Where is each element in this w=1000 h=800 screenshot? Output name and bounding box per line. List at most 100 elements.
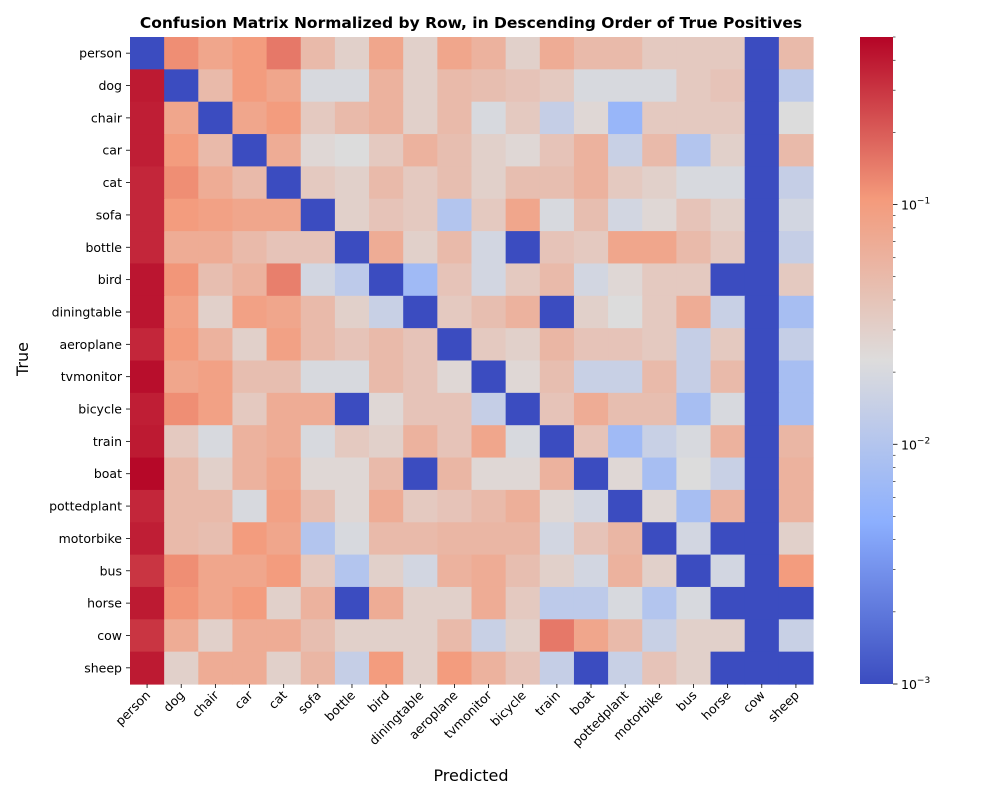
heatmap-cell [539, 166, 575, 200]
heatmap-cell [778, 360, 814, 394]
heatmap-cell [573, 522, 609, 556]
heatmap-cell [710, 392, 746, 426]
heatmap-cell [164, 619, 199, 653]
heatmap-cell [539, 554, 575, 588]
heatmap-cell [710, 101, 746, 135]
heatmap-cell [744, 231, 780, 265]
heatmap-cell [198, 231, 234, 265]
heatmap-cell [505, 198, 541, 232]
heatmap-cell [300, 619, 336, 653]
heatmap-cell [266, 392, 302, 426]
heatmap-cell [369, 295, 404, 329]
heatmap-cell [403, 651, 438, 685]
x-tick-label: person [112, 688, 153, 729]
heatmap-cell [573, 457, 609, 491]
heatmap-cell [198, 554, 234, 588]
y-axis-label: True [13, 342, 32, 377]
heatmap-cell [164, 554, 199, 588]
heatmap-cell [710, 198, 746, 232]
heatmap-cell [334, 425, 370, 459]
heatmap-cell [608, 198, 643, 232]
heatmap-cell [710, 651, 746, 685]
heatmap-cell [539, 522, 575, 556]
heatmap-cell [232, 166, 268, 200]
heatmap-cell [198, 198, 234, 232]
heatmap-cell [471, 360, 507, 394]
heatmap-cell [573, 328, 609, 362]
heatmap-cell [403, 328, 438, 362]
heatmap-cell [505, 425, 541, 459]
heatmap-cell [266, 198, 302, 232]
x-tick-label: sofa [295, 688, 324, 717]
heatmap-cell [334, 231, 370, 265]
heatmap-cell [710, 360, 746, 394]
heatmap-cell [642, 619, 677, 653]
heatmap-cell [608, 37, 643, 70]
heatmap-cell [642, 586, 677, 620]
heatmap-cell [676, 489, 712, 523]
heatmap-cell [300, 554, 336, 588]
heatmap-cell [676, 134, 712, 167]
heatmap-cell [744, 619, 780, 653]
heatmap-cell [642, 101, 677, 135]
heatmap-cell [710, 457, 746, 491]
heatmap-cell [573, 37, 609, 70]
heatmap-cell [437, 231, 473, 265]
heatmap-cell [369, 619, 404, 653]
y-tick-label: person [79, 46, 122, 61]
heatmap-cell [471, 425, 507, 459]
heatmap-cell [676, 37, 712, 70]
heatmap-cell [744, 392, 780, 426]
heatmap-cell [778, 489, 814, 523]
heatmap-cell [608, 295, 643, 329]
colorbar-tick-label: 10−1 [901, 197, 930, 213]
heatmap-cell [642, 651, 677, 685]
heatmap-cell [232, 457, 268, 491]
heatmap-cell [164, 328, 199, 362]
heatmap-cell [164, 522, 199, 556]
heatmap-cell [642, 328, 677, 362]
heatmap-cell [164, 263, 199, 297]
heatmap-cell [608, 392, 643, 426]
heatmap-cell [539, 198, 575, 232]
x-tick-label: train [532, 688, 563, 719]
heatmap-cell [710, 295, 746, 329]
heatmap-cell [642, 69, 677, 103]
heatmap-cell [437, 360, 473, 394]
heatmap-cell [334, 457, 370, 491]
heatmap-cell [300, 392, 336, 426]
heatmap-cell [573, 651, 609, 685]
heatmap-cell [710, 69, 746, 103]
heatmap-cell [198, 360, 234, 394]
y-tick-label: tvmonitor [61, 369, 123, 384]
heatmap-cell [369, 489, 404, 523]
x-axis-label: Predicted [433, 766, 508, 785]
heatmap-cell [232, 134, 268, 167]
y-tick-label: motorbike [59, 531, 123, 546]
heatmap-cell [505, 231, 541, 265]
heatmap-cell [471, 69, 507, 103]
heatmap-cell [164, 37, 199, 70]
heatmap-cell [130, 37, 165, 70]
heatmap-cell [232, 651, 268, 685]
y-tick-label: sofa [96, 207, 122, 222]
heatmap-cell [744, 457, 780, 491]
heatmap-cell [744, 425, 780, 459]
y-tick-label: diningtable [52, 304, 123, 319]
heatmap-cell [744, 37, 780, 70]
heatmap-cell [300, 134, 336, 167]
heatmap-cell [334, 489, 370, 523]
y-tick-label: aeroplane [59, 337, 122, 352]
heatmap-cell [334, 134, 370, 167]
heatmap-cells [130, 37, 814, 685]
heatmap-cell [505, 651, 541, 685]
y-tick-label: sheep [84, 660, 122, 675]
heatmap-cell [198, 166, 234, 200]
heatmap-cell [198, 101, 234, 135]
heatmap-cell [676, 554, 712, 588]
heatmap-cell [778, 134, 814, 167]
heatmap-cell [164, 425, 199, 459]
heatmap-cell [232, 231, 268, 265]
x-tick-label: cow [740, 688, 768, 716]
